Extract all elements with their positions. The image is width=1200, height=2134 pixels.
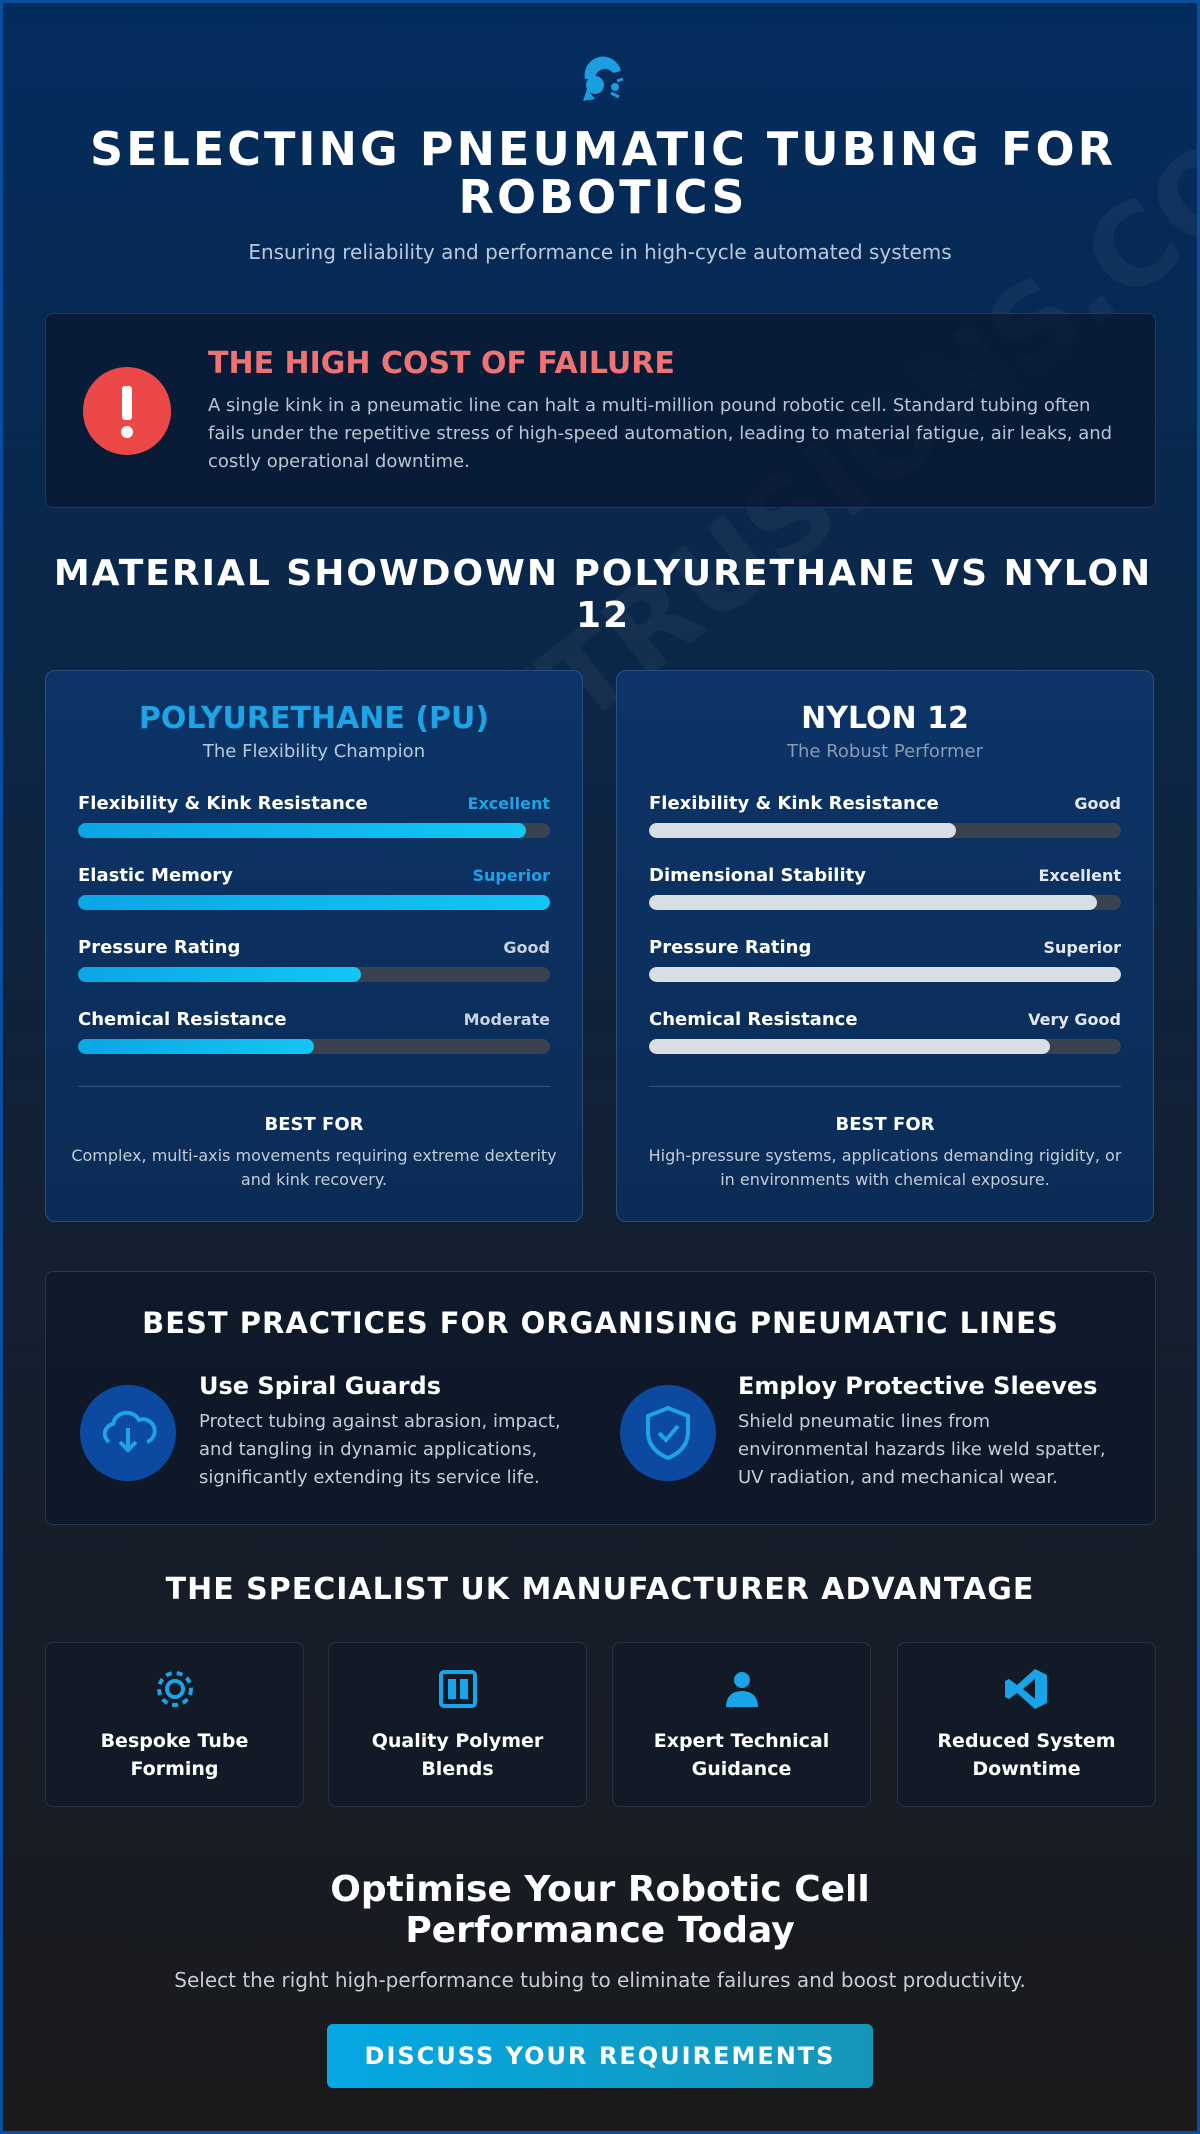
gear-icon xyxy=(157,1671,193,1707)
advantage-label: Reduced System Downtime xyxy=(937,1730,1116,1780)
rating-track xyxy=(78,967,550,982)
rating-bar xyxy=(649,895,1098,910)
rating-value: Good xyxy=(1074,794,1121,813)
advantage-title: THE SPECIALIST UK MANUFACTURER ADVANTAGE xyxy=(165,1572,1035,1607)
rating-track xyxy=(78,895,550,910)
rating-bar xyxy=(78,967,362,982)
title: SELECTING PNEUMATIC TUBING FOR ROBOTICS xyxy=(90,122,1116,224)
rating-label: Pressure Rating xyxy=(78,937,241,958)
rating-bar xyxy=(78,895,550,910)
advantage-label: Expert Technical Guidance xyxy=(653,1730,830,1780)
person-icon xyxy=(726,1672,758,1707)
rating-track xyxy=(78,1039,550,1054)
best-for-text: Complex, multi-axis movements requiring … xyxy=(71,1146,557,1189)
rating-value: Superior xyxy=(472,866,550,885)
section-title: MATERIAL SHOWDOWN POLYURETHANE VS NYLON … xyxy=(53,553,1153,636)
rating-track xyxy=(78,823,550,838)
cta-text: Select the right high-performance tubing… xyxy=(174,1968,1026,1992)
rating-track xyxy=(649,823,1121,838)
material-card: POLYURETHANE (PU) The Flexibility Champio… xyxy=(45,670,583,1222)
practice-title: Employ Protective Sleeves xyxy=(738,1372,1098,1400)
alert-title: THE HIGH COST OF FAILURE xyxy=(208,346,675,381)
rating-value: Good xyxy=(503,938,550,957)
rating-label: Dimensional Stability xyxy=(649,865,866,886)
rating-value: Moderate xyxy=(463,1010,550,1029)
material-name: NYLON 12 xyxy=(801,701,969,736)
practice-title: Use Spiral Guards xyxy=(199,1372,441,1400)
rating-label: Chemical Resistance xyxy=(649,1009,858,1030)
rating-bar xyxy=(649,1039,1051,1054)
alert-text: A single kink in a pneumatic line can ha… xyxy=(208,395,1113,472)
practice-text: Protect tubing against abrasion, impact,… xyxy=(199,1411,561,1488)
best-for-label: BEST FOR xyxy=(835,1114,935,1135)
material-name: POLYURETHANE (PU) xyxy=(138,701,490,736)
rating-value: Very Good xyxy=(1028,1010,1121,1029)
practice-text: Shield pneumatic lines from environmenta… xyxy=(738,1411,1106,1488)
rating-track xyxy=(649,967,1121,982)
best-for-text: High-pressure systems, applications dema… xyxy=(648,1146,1122,1189)
shield-icon xyxy=(620,1385,716,1481)
advantage-card: Reduced System Downtime xyxy=(897,1642,1156,1807)
alert-box: THE HIGH COST OF FAILURE A single kink i… xyxy=(45,313,1156,508)
practices-box: BEST PRACTICES FOR ORGANISING PNEUMATIC … xyxy=(45,1271,1156,1525)
material-tagline: The Robust Performer xyxy=(786,741,984,762)
advantage-label: Quality Polymer Blends xyxy=(371,1730,544,1780)
columns-icon xyxy=(439,1670,477,1708)
advantage-label: Bespoke Tube Forming xyxy=(100,1730,249,1780)
rating-value: Excellent xyxy=(1038,866,1121,885)
alert-icon xyxy=(83,367,171,455)
rating-label: Elastic Memory xyxy=(78,865,233,886)
cta-button[interactable]: DISCUSS YOUR REQUIREMENTS xyxy=(327,2024,873,2088)
rating-bar xyxy=(649,967,1121,982)
speed-icon xyxy=(1005,1669,1047,1709)
cta-title: Optimise Your Robotic Cell Performance T… xyxy=(330,1869,870,1951)
rating-track xyxy=(649,895,1121,910)
rating-value: Superior xyxy=(1043,938,1121,957)
rating-bar xyxy=(78,1039,314,1054)
rating-label: Flexibility & Kink Resistance xyxy=(78,793,368,814)
rating-track xyxy=(649,1039,1121,1054)
practices-title: BEST PRACTICES FOR ORGANISING PNEUMATIC … xyxy=(142,1306,1059,1340)
rating-label: Pressure Rating xyxy=(649,937,812,958)
robot-icon xyxy=(583,56,624,101)
subtitle: Ensuring reliability and performance in … xyxy=(248,240,952,264)
advantage-card: Bespoke Tube Forming xyxy=(45,1642,304,1807)
cloud-icon xyxy=(80,1385,176,1481)
advantage-card: Quality Polymer Blends xyxy=(328,1642,587,1807)
rating-value: Excellent xyxy=(467,794,550,813)
best-for-label: BEST FOR xyxy=(264,1114,364,1135)
divider xyxy=(78,1086,550,1087)
rating-bar xyxy=(78,823,527,838)
material-tagline: The Flexibility Champion xyxy=(202,741,426,762)
rating-label: Chemical Resistance xyxy=(78,1009,287,1030)
rating-bar xyxy=(649,823,956,838)
material-card: NYLON 12 The Robust Performer Flexibility … xyxy=(616,670,1154,1222)
divider xyxy=(649,1086,1121,1087)
rating-label: Flexibility & Kink Resistance xyxy=(649,793,939,814)
advantage-card: Expert Technical Guidance xyxy=(612,1642,871,1807)
